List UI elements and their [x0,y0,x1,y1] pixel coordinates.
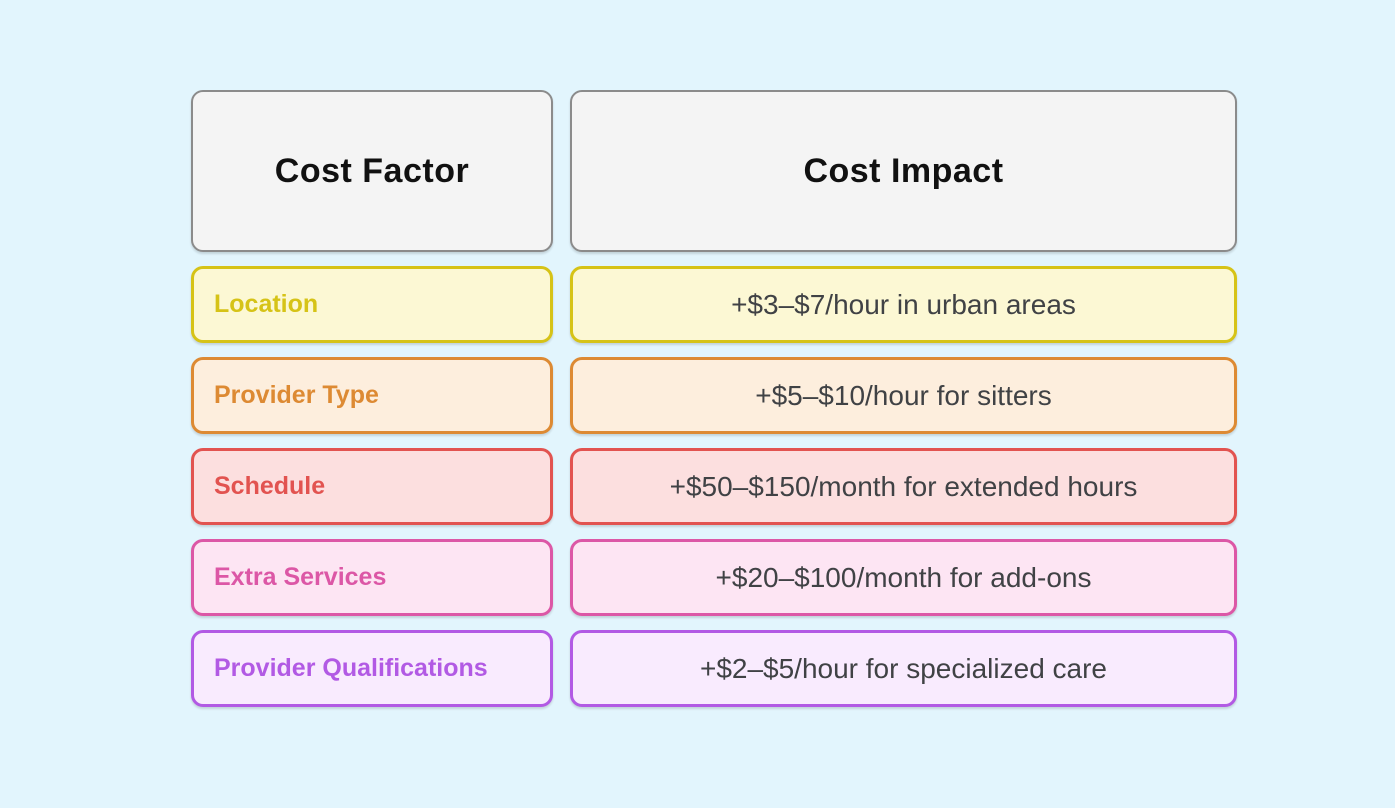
factor-label: Provider Type [214,381,379,409]
impact-label: +$3–$7/hour in urban areas [731,288,1076,320]
impact-cell-provider-qualifications: +$2–$5/hour for specialized care [570,630,1237,707]
cost-comparison-table: Cost Factor Cost Impact Location +$3–$7/… [191,90,1237,707]
impact-cell-extra-services: +$20–$100/month for add-ons [570,539,1237,616]
header-cost-factor-label: Cost Factor [274,151,470,190]
factor-cell-provider-qualifications: Provider Qualifications [191,630,553,707]
header-cost-impact: Cost Impact [570,90,1237,252]
impact-cell-location: +$3–$7/hour in urban areas [570,266,1237,343]
factor-label: Provider Qualifications [214,654,488,682]
header-cost-impact-label: Cost Impact [803,151,1004,190]
factor-label: Extra Services [214,563,387,591]
impact-label: +$20–$100/month for add-ons [715,561,1092,593]
factor-cell-location: Location [191,266,553,343]
factor-cell-schedule: Schedule [191,448,553,525]
impact-cell-provider-type: +$5–$10/hour for sitters [570,357,1237,434]
impact-label: +$2–$5/hour for specialized care [699,652,1108,684]
header-cost-factor: Cost Factor [191,90,553,252]
impact-label: +$50–$150/month for extended hours [669,470,1138,502]
factor-label: Schedule [214,472,326,500]
impact-label: +$5–$10/hour for sitters [755,379,1052,411]
factor-cell-provider-type: Provider Type [191,357,553,434]
impact-cell-schedule: +$50–$150/month for extended hours [570,448,1237,525]
factor-label: Location [214,290,319,318]
factor-cell-extra-services: Extra Services [191,539,553,616]
